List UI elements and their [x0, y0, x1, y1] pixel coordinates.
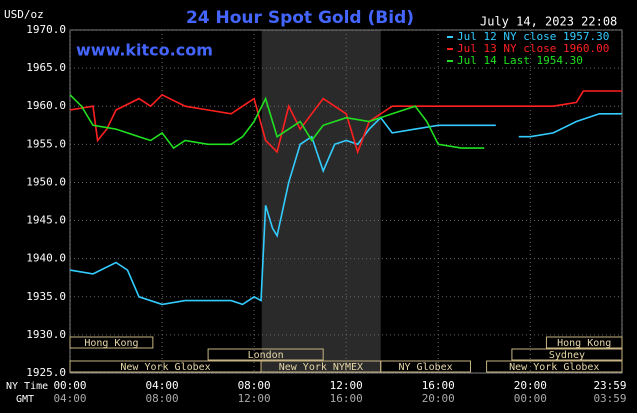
legend-label: Jul 12 NY close 1957.30 — [457, 30, 609, 43]
session-box — [486, 360, 623, 373]
line — [69, 113, 622, 306]
session-shade — [261, 30, 381, 373]
session-label: Hong Kong — [84, 338, 138, 349]
session-label: New York Globex — [509, 362, 599, 373]
x-tick-label: 04:00 — [146, 379, 179, 392]
x-tick-label: 23:59 — [593, 379, 626, 392]
x-tick-label: 08:00 — [238, 379, 271, 392]
x-axis-label: NY Time — [6, 381, 48, 392]
session-box — [207, 348, 324, 361]
x-tick-label: 00:00 — [53, 379, 86, 392]
gmt-tick-label: 16:00 — [330, 392, 363, 405]
x2-axis-label: GMT — [16, 394, 34, 405]
x-tick-label: 16:00 — [422, 379, 455, 392]
session-box — [380, 360, 471, 373]
chart-title: 24 Hour Spot Gold (Bid) — [186, 8, 414, 28]
session-box — [511, 348, 623, 361]
gmt-tick-label: 12:00 — [238, 392, 271, 405]
gmt-tick-label: 04:00 — [53, 392, 86, 405]
session-label: NY Globex — [399, 362, 453, 373]
session-box — [69, 336, 154, 349]
gmt-tick-label: 03:59 — [593, 392, 626, 405]
x-tick-label: 20:00 — [514, 379, 547, 392]
session-label: New York Globex — [120, 362, 210, 373]
y-tick-label: 1965.0 — [26, 61, 66, 74]
session-label: New York NYMEX — [279, 362, 363, 373]
y-tick-label: 1950.0 — [26, 175, 66, 188]
y-tick-label: 1925.0 — [26, 366, 66, 379]
x-tick-label: 12:00 — [330, 379, 363, 392]
y-tick-label: 1960.0 — [26, 99, 66, 112]
legend-label: Jul 14 Last 1954.30 — [457, 54, 583, 67]
session-label: Hong Kong — [557, 338, 611, 349]
gmt-tick-label: 08:00 — [146, 392, 179, 405]
line — [69, 94, 485, 150]
date: July 14, 2023 22:08 — [480, 15, 617, 29]
gmt-tick-label: 00:00 — [514, 392, 547, 405]
y-tick-label: 1945.0 — [26, 214, 66, 227]
session-box — [545, 336, 623, 349]
y-tick-label: 1935.0 — [26, 290, 66, 303]
session-label: London — [248, 350, 284, 361]
gmt-tick-label: 20:00 — [422, 392, 455, 405]
y-tick-label: 1955.0 — [26, 137, 66, 150]
legend-label: Jul 13 NY close 1960.00 — [457, 42, 609, 55]
line — [69, 90, 622, 155]
y-tick-label: 1930.0 — [26, 328, 66, 341]
y-unit: USD/oz — [4, 8, 44, 21]
y-tick-label: 1940.0 — [26, 252, 66, 265]
session-label: Sydney — [549, 350, 585, 361]
watermark: www.kitco.com — [76, 41, 213, 60]
y-tick-label: 1970.0 — [26, 23, 66, 36]
